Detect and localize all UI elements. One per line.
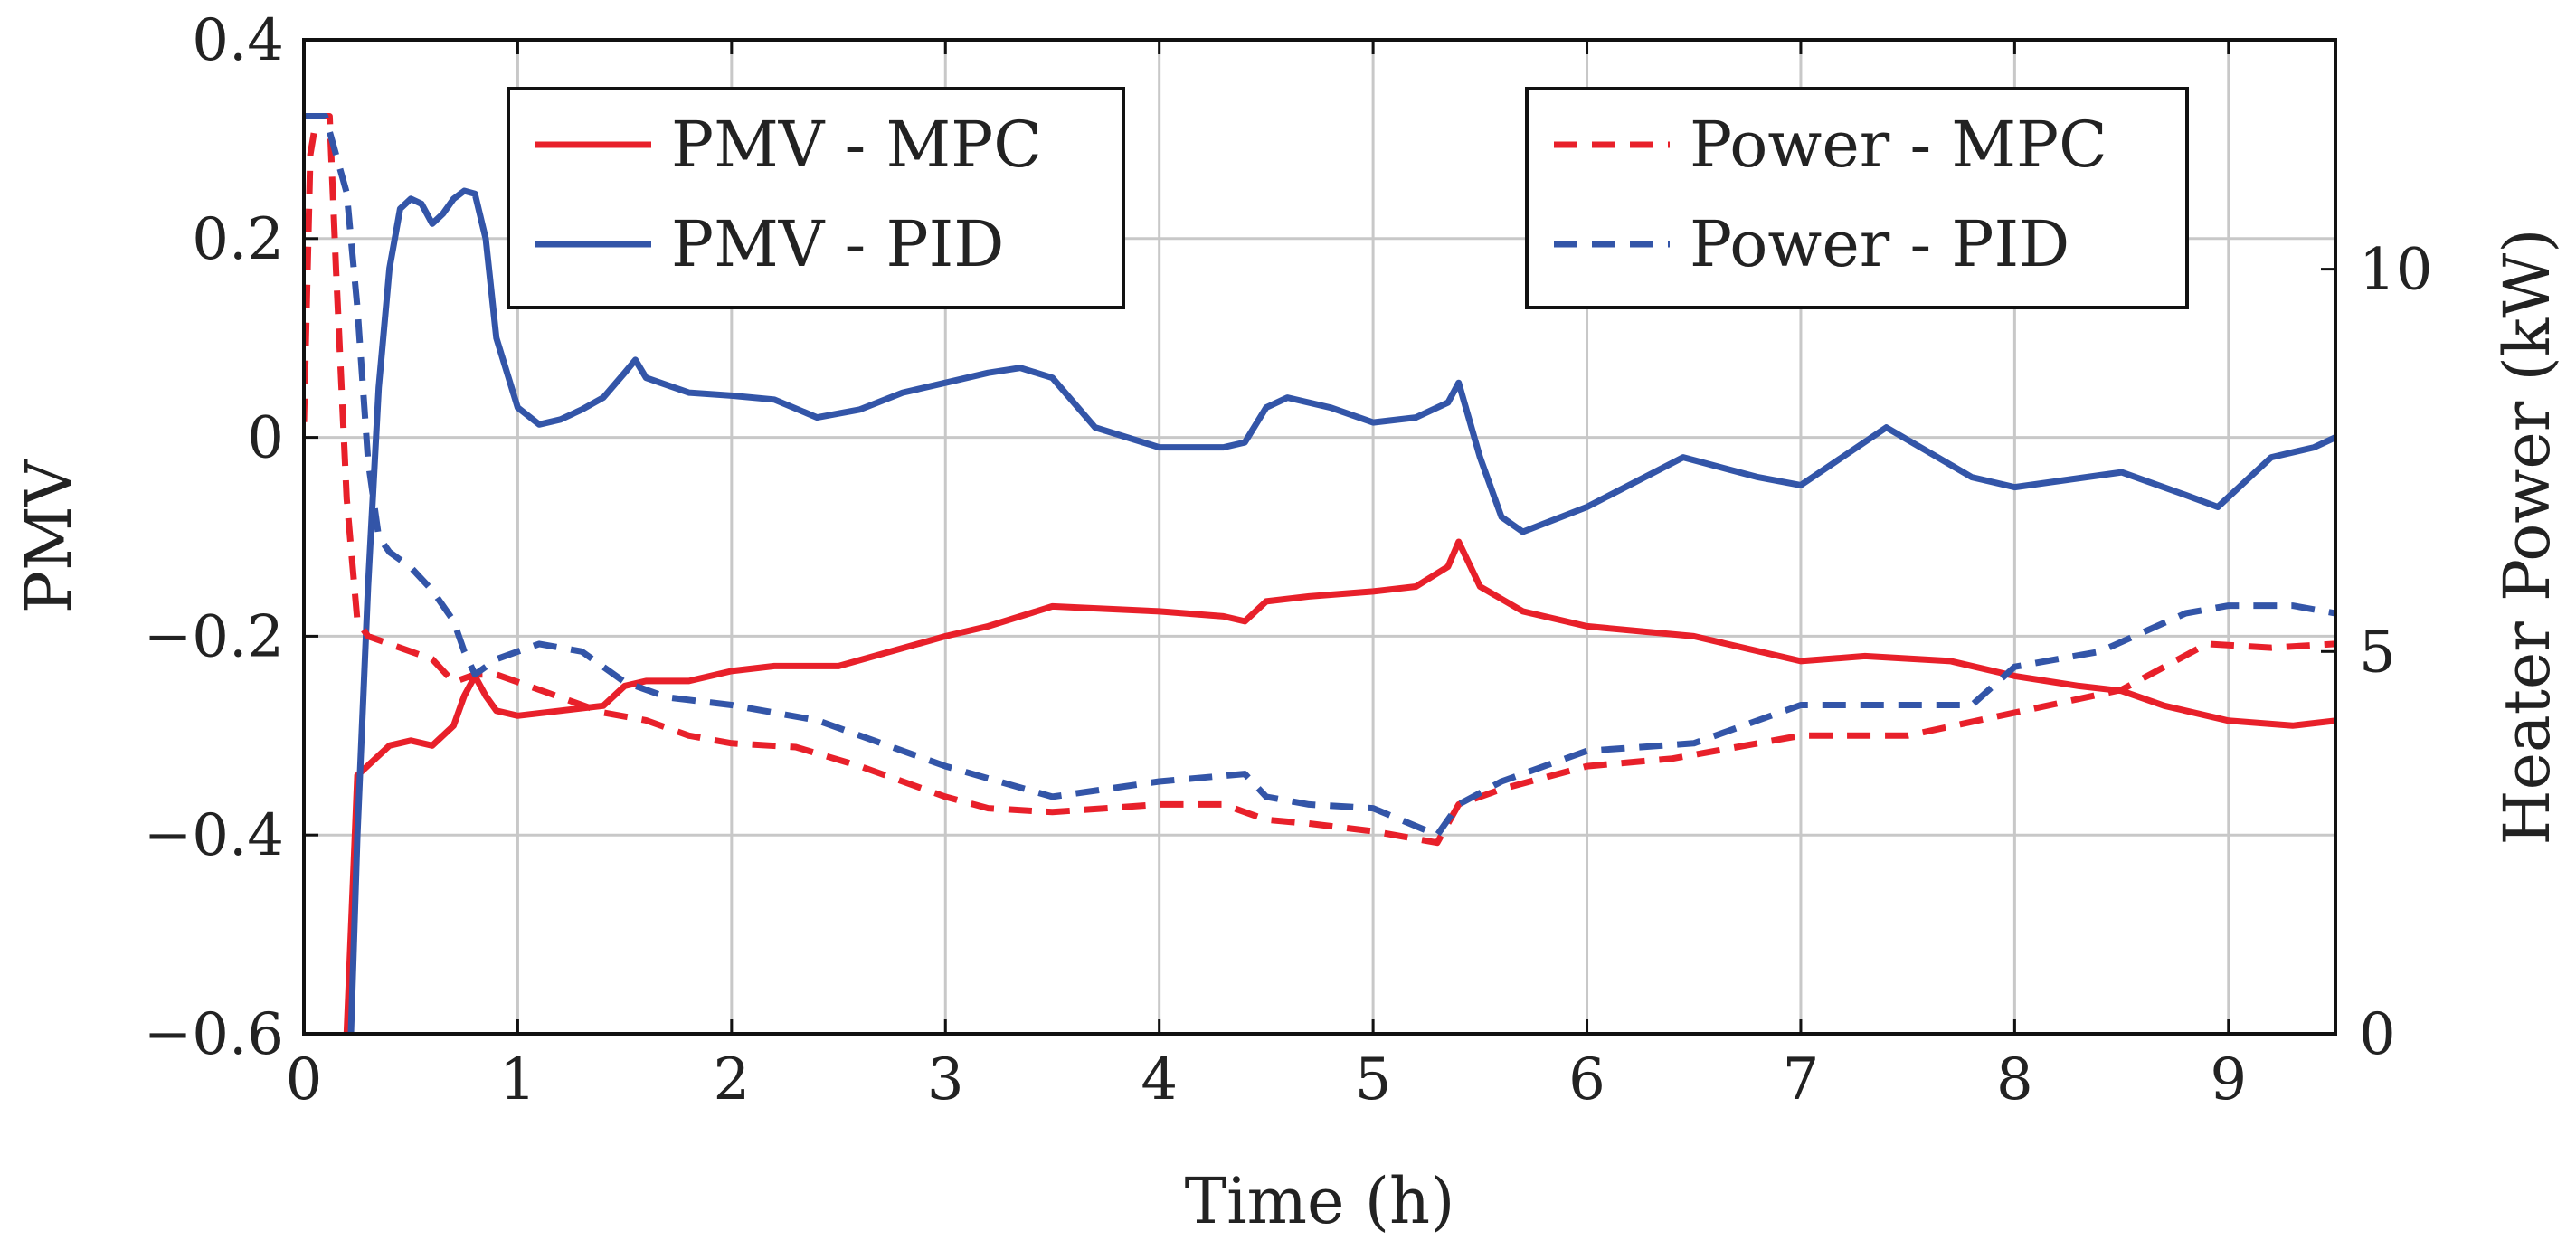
series-power-mpc <box>304 113 2335 847</box>
y-tick-label: 0.4 <box>192 7 284 74</box>
legend-pmv-mpc-label: PMV - MPC <box>671 108 1042 182</box>
x-axis-title: Time (h) <box>1185 1164 1455 1238</box>
legend-pmv-pid-label: PMV - PID <box>671 207 1004 281</box>
y-tick-label: 0 <box>247 405 284 472</box>
x-tick-label: 8 <box>1996 1046 2033 1113</box>
legend-pmv-box <box>507 87 1125 309</box>
series-pmv-pid <box>347 187 2335 1034</box>
x-tick-label: 6 <box>1568 1046 1605 1113</box>
series-layer <box>304 113 2335 1034</box>
series-pmv-mpc <box>343 538 2335 1034</box>
legend-power: Power - MPC Power - PID <box>1525 87 2189 309</box>
y2-axis-title: Heater Power (kW) <box>2490 229 2564 846</box>
legend-power-pid-label: Power - PID <box>1690 207 2069 281</box>
y-tick-label: −0.4 <box>144 802 284 869</box>
y2-tick-label: 5 <box>2359 619 2396 686</box>
y-tick-label: −0.6 <box>144 1001 284 1068</box>
legend-power-box <box>1525 87 2189 309</box>
x-tick-label: 3 <box>927 1046 964 1113</box>
x-tick-label: 7 <box>1783 1046 1820 1113</box>
x-tick-label: 9 <box>2210 1046 2247 1113</box>
y2-tick-label: 10 <box>2359 237 2432 304</box>
legend-power-mpc-label: Power - MPC <box>1690 108 2107 182</box>
x-tick-label: 4 <box>1141 1046 1178 1113</box>
x-tick-label: 1 <box>499 1046 536 1113</box>
legend-pmv: PMV - MPC PMV - PID <box>507 87 1125 309</box>
x-tick-label: 5 <box>1355 1046 1392 1113</box>
y-tick-label: −0.2 <box>144 603 284 670</box>
ticks: 0 1 2 3 4 5 6 7 8 9 −0.6 −0.4 −0.2 0 0.2 0.4 0 5 10 <box>144 7 2433 1113</box>
plot-frame <box>302 38 2337 1036</box>
y2-tick-label: 0 <box>2359 1001 2396 1068</box>
y-tick-label: 0.2 <box>192 206 284 273</box>
x-tick-label: 0 <box>286 1046 323 1113</box>
y-axis-title: PMV <box>12 459 86 613</box>
x-tick-label: 2 <box>713 1046 750 1113</box>
